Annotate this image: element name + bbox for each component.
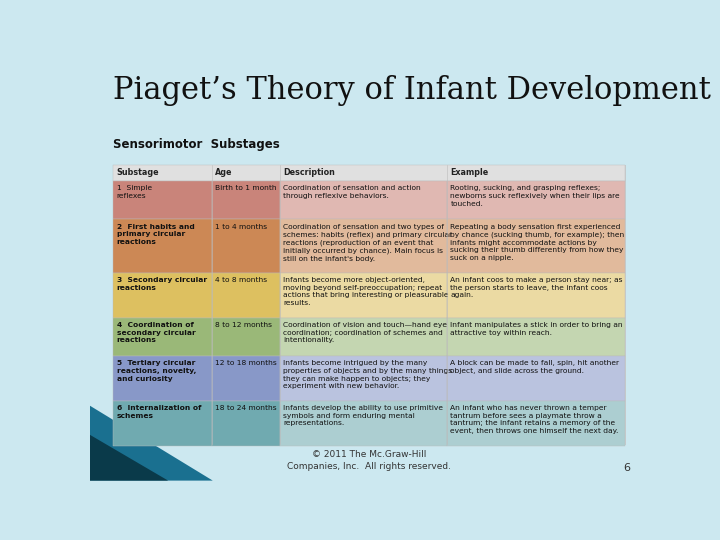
Bar: [280, 318, 447, 356]
Bar: [114, 318, 212, 356]
Text: 5  Tertiary circular
reactions, novelty,
and curiosity: 5 Tertiary circular reactions, novelty, …: [117, 360, 196, 382]
Text: Infant manipulates a stick in order to bring an
attractive toy within reach.: Infant manipulates a stick in order to b…: [451, 322, 623, 335]
Bar: [447, 181, 624, 219]
Text: 18 to 24 months: 18 to 24 months: [215, 405, 276, 411]
Text: 3  Secondary circular
reactions: 3 Secondary circular reactions: [117, 277, 207, 291]
Text: Description: Description: [283, 168, 335, 178]
Polygon shape: [90, 435, 168, 481]
Text: Rooting, sucking, and grasping reflexes;
newborns suck reflexively when their li: Rooting, sucking, and grasping reflexes;…: [451, 185, 620, 207]
Text: Infants develop the ability to use primitive
symbols and form enduring mental
re: Infants develop the ability to use primi…: [283, 405, 443, 427]
Text: An infant who has never thrown a temper
tantrum before sees a playmate throw a
t: An infant who has never thrown a temper …: [451, 405, 619, 434]
Text: Age: Age: [215, 168, 233, 178]
Bar: [212, 318, 279, 356]
Text: Coordination of sensation and action
through reflexive behaviors.: Coordination of sensation and action thr…: [283, 185, 420, 199]
Text: A block can be made to fall, spin, hit another
object, and slide across the grou: A block can be made to fall, spin, hit a…: [451, 360, 619, 374]
Bar: [114, 165, 624, 181]
Text: 4  Coordination of
secondary circular
reactions: 4 Coordination of secondary circular rea…: [117, 322, 196, 343]
Text: 4 to 8 months: 4 to 8 months: [215, 277, 267, 283]
Text: 8 to 12 months: 8 to 12 months: [215, 322, 272, 328]
Text: Repeating a body sensation first experienced
by chance (sucking thumb, for examp: Repeating a body sensation first experie…: [451, 224, 625, 261]
Bar: [280, 181, 447, 219]
Text: Substage: Substage: [117, 168, 159, 178]
Text: Example: Example: [451, 168, 489, 178]
Bar: [114, 181, 212, 219]
Text: 6: 6: [623, 463, 630, 473]
Text: Piaget’s Theory of Infant Development: Piaget’s Theory of Infant Development: [114, 75, 711, 106]
Text: 2  First habits and
primary circular
reactions: 2 First habits and primary circular reac…: [117, 224, 194, 245]
Text: © 2011 The Mc.Graw-Hill
Companies, Inc.  All rights reserved.: © 2011 The Mc.Graw-Hill Companies, Inc. …: [287, 450, 451, 471]
Text: 1 to 4 months: 1 to 4 months: [215, 224, 267, 230]
Text: Infants become more object-oriented,
moving beyond self-preoccupation; repeat
ac: Infants become more object-oriented, mov…: [283, 277, 449, 306]
Text: 12 to 18 months: 12 to 18 months: [215, 360, 276, 366]
Polygon shape: [90, 406, 213, 481]
Text: Infants become intrigued by the many
properties of objects and by the many thing: Infants become intrigued by the many pro…: [283, 360, 452, 389]
Text: Birth to 1 month: Birth to 1 month: [215, 185, 276, 191]
Text: Coordination of sensation and two types of
schemes: habits (reflex) and primary : Coordination of sensation and two types …: [283, 224, 452, 262]
Text: Sensorimotor  Substages: Sensorimotor Substages: [114, 138, 280, 151]
Text: 6  Internalization of
schemes: 6 Internalization of schemes: [117, 405, 201, 418]
Bar: [212, 181, 279, 219]
Text: 1  Simple
reflexes: 1 Simple reflexes: [117, 185, 152, 199]
Text: Coordination of vision and touch—hand eye
coordination; coordination of schemes : Coordination of vision and touch—hand ey…: [283, 322, 447, 343]
Text: An infant coos to make a person stay near; as
the person starts to leave, the in: An infant coos to make a person stay nea…: [451, 277, 623, 299]
Bar: [447, 318, 624, 356]
